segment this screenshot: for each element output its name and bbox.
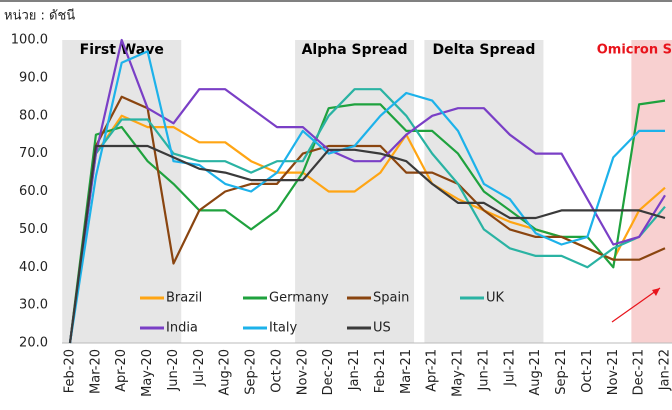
series-line (68, 50, 665, 344)
span-label: Delta Spread (432, 42, 535, 58)
x-tick-label: Jul-21 (502, 349, 517, 387)
x-tick-label: Dec-20 (321, 349, 336, 395)
x-tick-label: Nov-21 (606, 349, 621, 395)
legend: Brazil Germany Spain UK India Italy US (140, 291, 505, 336)
legend-label: India (166, 321, 198, 336)
series-line (68, 144, 666, 344)
legend-label: Italy (269, 321, 298, 336)
x-tick-label: Jan-22 (658, 349, 672, 391)
y-tick-label: 100.0 (11, 33, 48, 48)
span-label: Alpha Spread (302, 42, 408, 58)
legend-label: UK (486, 291, 505, 306)
legend-label: Brazil (166, 291, 202, 306)
y-tick-label: 40.0 (19, 260, 48, 275)
y-tick-label: 80.0 (19, 108, 48, 123)
x-tick-label: May-21 (451, 349, 466, 397)
y-tick-label: 90.0 (19, 70, 48, 85)
y-tick-label: 30.0 (19, 298, 48, 313)
legend-label: US (373, 321, 391, 336)
x-tick-label: Aug-21 (528, 349, 543, 396)
x-tick-label: Feb-21 (373, 349, 388, 393)
legend-label: Spain (373, 291, 409, 306)
legend-label: Germany (269, 291, 329, 306)
x-tick-label: Apr-21 (425, 349, 440, 392)
x-tick-label: Sep-20 (244, 349, 259, 395)
x-tick-label: Jun-20 (166, 349, 181, 392)
unit-label: หน่วย : ดัชนี (4, 8, 75, 24)
x-tick-label: Jul-20 (192, 349, 207, 387)
arrow-head (652, 288, 660, 296)
span-band (631, 40, 672, 343)
spans: First Wave Alpha Spread Delta Spread Omicro… (62, 40, 672, 343)
x-tick-label: Oct-20 (269, 349, 284, 393)
x-tick-label: Feb-20 (63, 349, 78, 393)
y-tick-label: 70.0 (19, 146, 48, 161)
x-tick-label: Sep-21 (554, 349, 569, 395)
series-line (68, 95, 666, 344)
span-label: Omicron Spread (597, 43, 672, 58)
x-tick-label: May-20 (140, 349, 155, 397)
series-line (68, 38, 666, 344)
x-tick-label: Jan-21 (347, 349, 362, 391)
y-tick-label: 20.0 (19, 336, 48, 351)
x-tick-label: Nov-20 (295, 349, 310, 395)
y-tick-label: 60.0 (19, 184, 48, 199)
x-tick-label: Mar-21 (399, 349, 414, 394)
series-line (68, 88, 666, 344)
plot: 20.0 30.0 40.0 50.0 60.0 70.0 80.0 90.0 100.0 Feb… (11, 33, 672, 397)
series-line (68, 99, 666, 344)
arrow (611, 287, 661, 323)
x-tick-label: Mar-20 (88, 349, 103, 394)
x-tick-label: Dec-21 (632, 349, 647, 395)
x-tick-label: Apr-20 (114, 349, 129, 392)
x-tick-label: Jun-21 (476, 349, 491, 392)
y-tick-label: 50.0 (19, 222, 48, 237)
x-tick-label: Aug-20 (218, 349, 233, 396)
x-tick-label: Oct-21 (580, 349, 595, 393)
